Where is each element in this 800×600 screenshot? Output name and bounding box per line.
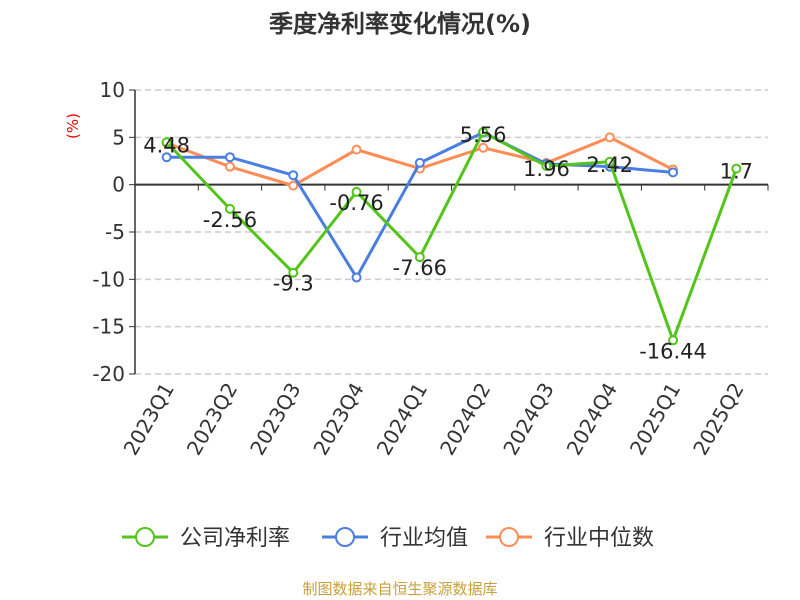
data-point: [161, 137, 172, 148]
series-line: [165, 129, 738, 345]
data-label: 5.56: [460, 123, 507, 147]
chart-title: 季度净利率变化情况(%): [269, 10, 531, 38]
data-point: [478, 142, 489, 153]
legend-label[interactable]: 公司净利率: [180, 526, 290, 551]
data-label: 1.96: [523, 157, 570, 181]
data-point: [351, 186, 362, 197]
legend-label[interactable]: 行业均值: [380, 526, 468, 551]
legend-marker-icon: [335, 527, 355, 547]
x-tick-label: 2023Q1: [119, 379, 179, 460]
data-point: [541, 161, 552, 172]
data-label: -9.3: [273, 272, 314, 296]
data-point: [731, 163, 742, 174]
data-point: [668, 335, 679, 346]
legend-label[interactable]: 行业中位数: [544, 526, 654, 551]
y-axis-label: (%): [64, 113, 82, 139]
x-tick-label: 2025Q1: [625, 379, 685, 460]
data-label: -0.76: [329, 191, 383, 215]
data-label: -16.44: [639, 339, 707, 363]
footer-source: 制图数据来自恒生聚源数据库: [302, 580, 497, 598]
x-tick-label: 2023Q2: [182, 379, 242, 460]
x-tick-label: 2025Q2: [688, 379, 748, 460]
y-tick-label: -20: [92, 362, 125, 386]
data-label: -7.66: [393, 256, 447, 280]
data-point: [224, 152, 235, 163]
data-point: [414, 252, 425, 263]
data-label: -2.56: [203, 208, 257, 232]
data-point: [288, 180, 299, 191]
x-tick-label: 2024Q3: [498, 379, 558, 460]
x-tick-label: 2024Q4: [562, 379, 622, 460]
x-tick-label: 2023Q4: [308, 379, 368, 460]
y-tick-label: -15: [92, 315, 125, 339]
data-point: [288, 170, 299, 181]
x-tick-label: 2024Q1: [372, 379, 432, 460]
data-point: [224, 203, 235, 214]
data-point: [224, 161, 235, 172]
legend-marker-icon: [135, 527, 155, 547]
data-label: 4.48: [143, 133, 190, 157]
y-tick-label: -10: [92, 267, 125, 291]
data-point: [604, 156, 615, 167]
data-point: [478, 127, 489, 138]
y-tick-label: -5: [105, 220, 125, 244]
data-point: [604, 132, 615, 143]
data-point: [288, 267, 299, 278]
data-label: 1.7: [720, 160, 753, 184]
legend-marker-icon: [499, 527, 519, 547]
data-point: [161, 152, 172, 163]
data-label: 2.42: [586, 153, 633, 177]
y-tick-label: 10: [100, 78, 125, 102]
x-tick-label: 2023Q3: [245, 379, 305, 460]
data-point: [351, 272, 362, 283]
data-point: [351, 144, 362, 155]
y-tick-label: 0: [112, 173, 125, 197]
y-tick-label: 5: [112, 125, 125, 149]
data-point: [414, 157, 425, 168]
x-tick-label: 2024Q2: [435, 379, 495, 460]
data-point: [668, 167, 679, 178]
